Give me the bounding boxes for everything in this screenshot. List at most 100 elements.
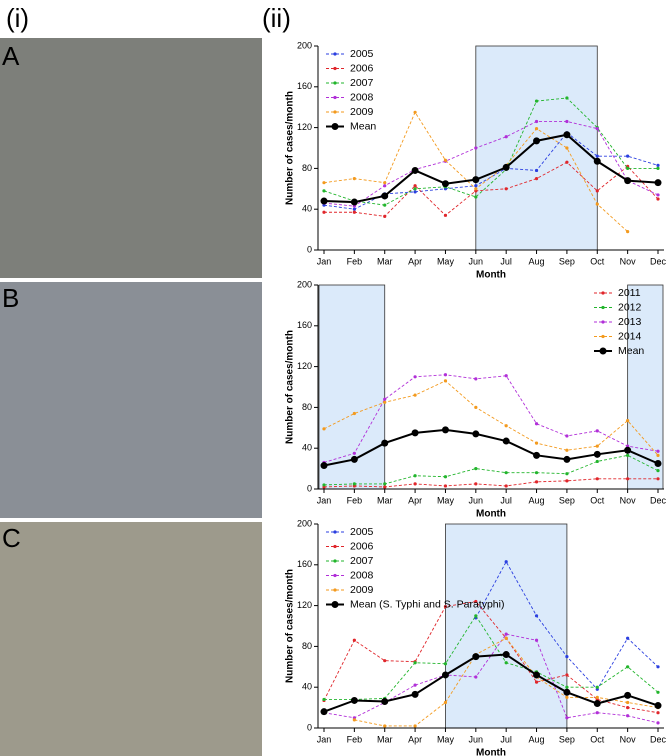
legend-marker [333,573,337,578]
data-point [504,632,508,636]
legend-marker [601,305,605,310]
data-point [320,462,328,470]
x-tick-label: Mar [377,256,393,266]
data-point [565,685,569,689]
data-point [595,685,599,689]
legend-label: 2009 [350,106,374,118]
legend-marker [331,123,339,130]
x-tick-label: Sep [559,495,575,505]
panel-label: A [2,41,20,71]
data-point [350,198,358,206]
data-point [595,444,599,448]
data-point [626,665,630,669]
data-point [626,230,630,234]
data-point [656,690,660,694]
data-point [413,187,417,191]
data-point [472,176,480,184]
y-tick-label: 160 [297,320,312,330]
data-point [565,716,569,720]
data-point [383,482,387,486]
x-tick-label: Mar [377,495,393,505]
data-point [352,638,356,642]
x-tick-label: Jun [469,495,484,505]
data-point [565,146,569,150]
data-point [656,665,660,669]
data-point [413,190,417,194]
x-tick-label: Dec [650,734,667,744]
data-point [504,424,508,428]
map-image [0,522,262,756]
x-axis-title: Month [476,748,506,756]
legend-label: 2007 [350,77,374,89]
panel-label: C [2,523,21,553]
data-point [563,455,571,463]
legend-label: 2008 [350,569,374,581]
data-point [656,197,660,201]
data-point [654,179,662,187]
data-point [383,400,387,404]
data-point [626,706,630,710]
data-point [320,197,328,205]
data-point [474,614,478,618]
y-tick-label: 80 [302,641,312,651]
data-point [624,446,632,454]
legend-marker [601,320,605,324]
y-axis-title: Number of cases/month [285,569,296,683]
x-tick-label: Dec [650,256,667,266]
data-point [352,718,356,722]
x-tick-label: Jan [317,734,332,744]
y-tick-label: 80 [302,402,312,412]
series-line [323,133,659,204]
data-point [411,429,419,437]
shaded-period [445,523,568,729]
legend-label: 2011 [618,287,641,299]
y-tick-label: 160 [297,559,312,569]
data-point [565,434,569,438]
data-point [534,168,539,173]
legend-marker [333,95,337,100]
data-point [656,449,660,453]
data-point [654,460,662,467]
data-point [565,673,569,677]
shaded-period [475,45,598,251]
data-point [413,375,417,379]
data-point [595,695,599,700]
data-point [565,448,569,452]
data-point [383,203,387,207]
data-point [504,560,508,564]
x-axis-title: Month [476,270,506,281]
panel-label: (i) [6,3,29,33]
data-point [383,184,387,188]
legend-label: 2007 [350,555,374,567]
data-point [352,177,356,181]
data-point [534,480,539,484]
shaded-period [318,284,386,490]
data-point [413,683,417,687]
data-point [383,214,387,218]
x-tick-label: Oct [590,256,605,266]
data-point [443,662,448,666]
legend-label: 2008 [350,91,374,103]
series-line [323,478,658,488]
data-point [443,475,448,479]
legend-label: 2005 [350,526,374,538]
x-tick-label: May [437,256,455,266]
series-line [323,97,658,206]
x-tick-label: Jul [500,256,512,266]
y-tick-label: 0 [307,244,312,254]
data-point [656,193,660,197]
data-point [322,427,326,431]
series-line [323,653,659,713]
data-point [474,377,478,381]
data-point [443,158,448,162]
data-point [534,614,539,618]
x-tick-label: Jan [317,256,332,266]
data-point [626,154,630,158]
x-tick-label: Apr [408,256,422,266]
y-tick-label: 120 [297,122,312,132]
legend-marker [333,81,337,85]
x-tick-label: May [437,734,455,744]
legend-label: 2006 [350,62,374,74]
data-point [413,661,417,665]
data-point [534,99,539,103]
